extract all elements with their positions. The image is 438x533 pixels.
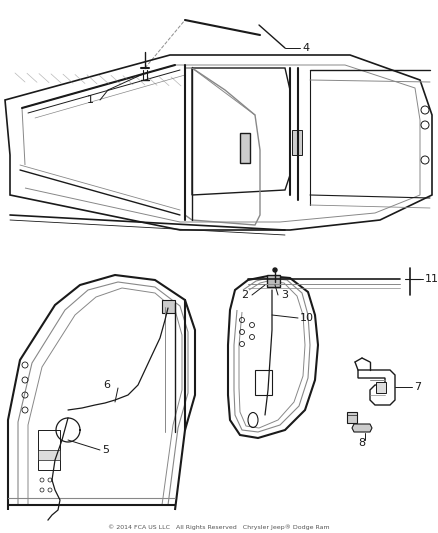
Text: 5: 5	[102, 445, 109, 455]
Text: 2: 2	[241, 290, 248, 300]
Text: 8: 8	[358, 438, 366, 448]
Polygon shape	[376, 382, 386, 393]
Polygon shape	[267, 275, 280, 287]
Polygon shape	[162, 300, 175, 313]
Text: 3: 3	[281, 290, 288, 300]
Text: 7: 7	[414, 382, 421, 392]
Circle shape	[273, 268, 277, 272]
Polygon shape	[352, 424, 372, 432]
Polygon shape	[347, 412, 357, 423]
Text: 10: 10	[300, 313, 314, 323]
Text: 11: 11	[425, 274, 438, 284]
Text: © 2014 FCA US LLC   All Rights Reserved   Chrysler Jeep® Dodge Ram: © 2014 FCA US LLC All Rights Reserved Ch…	[108, 524, 330, 530]
Polygon shape	[292, 130, 302, 155]
Polygon shape	[240, 133, 250, 163]
Text: 4: 4	[302, 43, 309, 53]
Text: 1: 1	[87, 95, 94, 105]
Polygon shape	[38, 450, 60, 460]
Text: 6: 6	[103, 380, 110, 390]
